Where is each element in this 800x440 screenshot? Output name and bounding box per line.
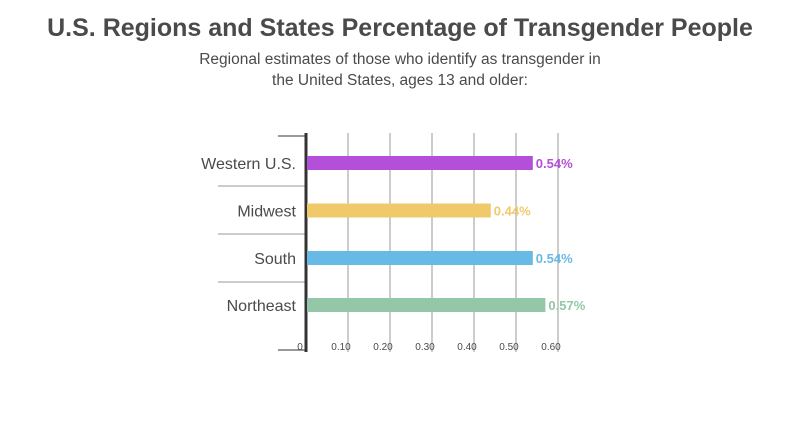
category-label: Northeast xyxy=(227,298,297,315)
category-label: Midwest xyxy=(237,204,296,221)
x-tick-label: 0.40 xyxy=(457,342,477,353)
x-tick-label: 0.10 xyxy=(331,342,351,353)
x-tick-label: 0.50 xyxy=(499,342,519,353)
x-tick-label: 0.60 xyxy=(541,342,561,353)
x-tick-label: 0 xyxy=(297,342,303,353)
data-label: 0.54% xyxy=(536,251,573,266)
chart-subtitle-line-2: the United States, ages 13 and older: xyxy=(272,72,528,89)
data-label: 0.44% xyxy=(494,204,531,219)
data-label: 0.57% xyxy=(548,298,585,313)
bar xyxy=(307,203,491,218)
x-tick-label: 0.30 xyxy=(415,342,435,353)
chart-title: U.S. Regions and States Percentage of Tr… xyxy=(47,14,753,42)
chart-subtitle-line-1: Regional estimates of those who identify… xyxy=(199,51,601,68)
bar xyxy=(307,251,533,265)
x-tick-label: 0.20 xyxy=(373,342,393,353)
category-label: South xyxy=(254,251,296,268)
bar xyxy=(307,156,533,170)
category-label: Western U.S. xyxy=(201,156,296,173)
data-label: 0.54% xyxy=(536,156,573,171)
chart-subtitle: Regional estimates of those who identify… xyxy=(150,49,650,91)
bar xyxy=(307,298,546,312)
